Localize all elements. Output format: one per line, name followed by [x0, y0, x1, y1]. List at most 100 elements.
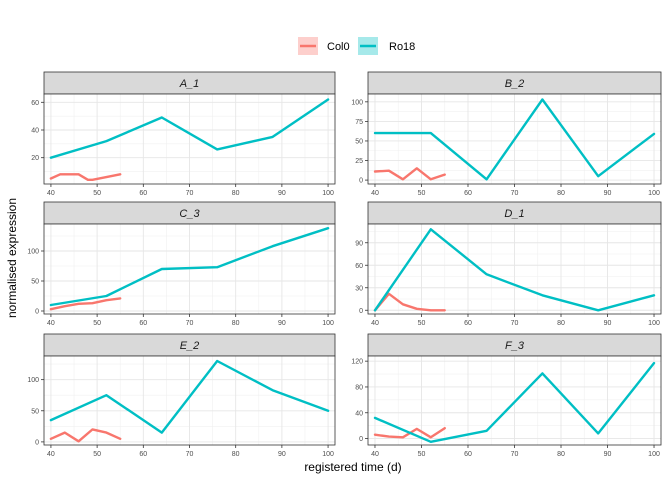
data-point-col0 — [59, 173, 62, 176]
x-tick-label: 100 — [322, 190, 334, 197]
data-point-col0 — [429, 178, 432, 181]
data-point-col0 — [374, 433, 376, 436]
x-tick-label: 40 — [47, 320, 55, 327]
x-tick-label: 90 — [278, 190, 286, 197]
data-point-ro18 — [271, 389, 274, 392]
data-point-col0 — [401, 436, 404, 439]
panel-a-1: A_1 20 40 60 40 50 60 70 80 90 100 — [31, 71, 336, 197]
y-tick-label: 40 — [31, 128, 39, 135]
data-point-ro18 — [653, 362, 655, 364]
facet-strip-label: F_3 — [505, 340, 525, 352]
x-tick-label: 100 — [322, 451, 334, 458]
data-point-ro18 — [374, 132, 376, 135]
x-tick-label: 50 — [93, 190, 101, 197]
data-point-ro18 — [374, 417, 376, 419]
y-tick-label: 30 — [355, 285, 363, 292]
data-point-col0 — [91, 178, 94, 181]
data-point-col0 — [119, 437, 122, 440]
data-point-ro18 — [105, 140, 108, 142]
legend-label-ro18: Ro18 — [389, 41, 415, 53]
x-tick-label: 40 — [47, 451, 55, 458]
y-tick-label: 40 — [355, 410, 363, 417]
data-point-col0 — [86, 178, 89, 181]
y-tick-label: 80 — [355, 384, 363, 391]
data-point-ro18 — [541, 294, 544, 297]
series-line-ro18 — [49, 359, 330, 434]
facet-strip-label: A_1 — [179, 78, 200, 90]
x-tick-label: 60 — [464, 190, 472, 197]
x-tick-label: 70 — [511, 451, 519, 458]
data-point-col0 — [105, 299, 108, 302]
y-tick-label: 120 — [351, 359, 363, 366]
data-point-ro18 — [216, 266, 219, 269]
data-point-ro18 — [327, 227, 329, 230]
x-tick-label: 60 — [139, 320, 147, 327]
x-tick-label: 40 — [371, 320, 379, 327]
y-tick-label: 100 — [351, 99, 363, 106]
y-tick-label: 25 — [355, 158, 363, 165]
data-point-col0 — [50, 308, 52, 311]
data-point-col0 — [63, 431, 66, 434]
data-point-ro18 — [160, 431, 163, 434]
data-point-ro18 — [374, 309, 376, 312]
y-tick-label: 0 — [35, 309, 39, 316]
data-point-col0 — [50, 177, 52, 180]
x-tick-label: 80 — [232, 190, 240, 197]
data-point-col0 — [443, 427, 446, 430]
data-point-col0 — [119, 297, 122, 300]
series-line-ro18 — [49, 226, 330, 307]
series-line-ro18 — [373, 361, 656, 443]
series-line-col0 — [49, 297, 122, 311]
x-tick-label: 60 — [139, 451, 147, 458]
facet-strip-label: B_2 — [505, 78, 525, 90]
panel-d-1: D_1 0 30 60 90 40 50 60 70 80 90 100 — [355, 201, 662, 327]
data-point-ro18 — [50, 304, 52, 306]
panel-f-3: F_3 0 40 80 120 40 50 60 70 80 90 100 — [351, 333, 662, 458]
y-axis-title: normalised expression — [5, 198, 19, 318]
facet-strip-label: E_2 — [180, 340, 200, 352]
data-point-col0 — [388, 169, 390, 172]
data-point-col0 — [443, 173, 446, 176]
data-point-col0 — [401, 178, 404, 181]
x-tick-label: 60 — [464, 451, 472, 458]
data-point-col0 — [119, 173, 122, 176]
data-point-col0 — [91, 302, 94, 305]
x-tick-label: 60 — [139, 190, 147, 197]
x-axis-title: registered time (d) — [304, 460, 401, 474]
y-tick-label: 0 — [359, 178, 363, 185]
series-line-col0 — [373, 167, 446, 181]
x-tick-label: 100 — [648, 320, 660, 327]
data-point-col0 — [63, 305, 66, 308]
data-point-ro18 — [485, 273, 488, 276]
panel-e-2: E_2 0 50 100 40 50 60 70 80 90 100 — [27, 333, 336, 458]
x-tick-label: 90 — [278, 451, 286, 458]
data-point-ro18 — [327, 409, 329, 412]
data-point-col0 — [415, 427, 418, 430]
y-tick-label: 20 — [31, 155, 39, 162]
x-tick-label: 90 — [604, 190, 612, 197]
x-tick-label: 100 — [648, 190, 660, 197]
x-tick-label: 50 — [418, 451, 426, 458]
x-tick-label: 100 — [648, 451, 660, 458]
y-tick-label: 100 — [27, 377, 39, 384]
x-tick-label: 60 — [464, 320, 472, 327]
x-tick-label: 90 — [604, 451, 612, 458]
data-point-ro18 — [160, 268, 163, 270]
facet-strip-label: D_1 — [504, 208, 524, 220]
data-point-col0 — [77, 440, 80, 443]
x-tick-label: 80 — [557, 320, 565, 327]
y-tick-label: 0 — [359, 436, 363, 443]
data-point-ro18 — [485, 429, 488, 432]
data-point-ro18 — [216, 360, 219, 362]
data-point-ro18 — [653, 133, 655, 135]
data-point-ro18 — [160, 116, 163, 119]
x-tick-label: 70 — [511, 190, 519, 197]
x-tick-label: 50 — [93, 320, 101, 327]
data-point-col0 — [388, 292, 390, 295]
data-point-ro18 — [597, 432, 600, 435]
x-tick-label: 70 — [186, 320, 194, 327]
x-tick-label: 50 — [418, 190, 426, 197]
y-tick-label: 60 — [31, 100, 39, 107]
data-point-col0 — [415, 307, 418, 310]
